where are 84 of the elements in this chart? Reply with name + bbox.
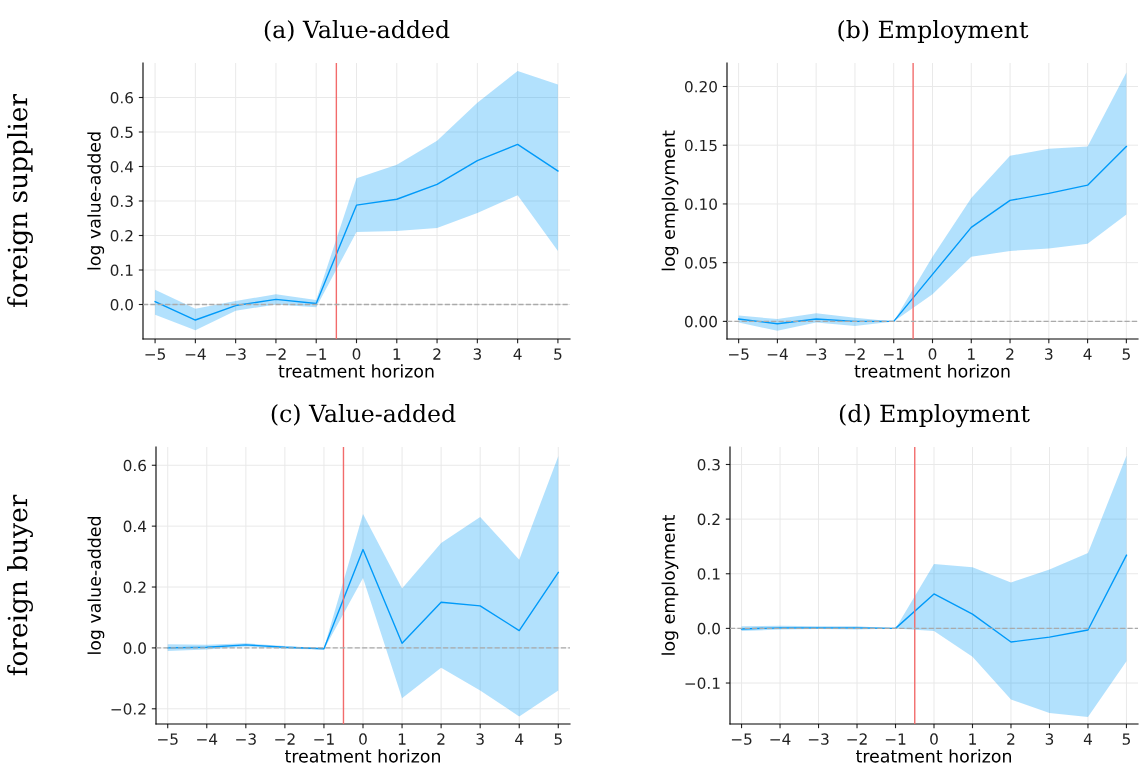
- y-axis-title: log employment: [661, 130, 679, 271]
- y-tick-label: 0.6: [110, 91, 134, 104]
- y-tick-label: 0.0: [110, 298, 133, 311]
- x-axis-title: treatment horizon: [856, 749, 1011, 763]
- y-tick-label: 0.05: [684, 257, 717, 269]
- x-tick-label: 0: [930, 733, 938, 745]
- y-tick-label: 0.4: [123, 520, 147, 533]
- chart-title: (a) Value-added: [264, 20, 450, 42]
- x-tick-label: 1: [393, 348, 401, 360]
- y-axis-title: log value-added: [87, 517, 105, 654]
- x-tick-label: −4: [767, 348, 788, 360]
- y-tick-label: 0.15: [684, 139, 717, 152]
- y-tick-label: 0.3: [110, 195, 133, 208]
- line-series: [154, 143, 559, 321]
- x-axis-title: treatment horizon: [854, 364, 1010, 378]
- x-tick-label: 4: [1083, 348, 1092, 360]
- y-tick-label: 0.10: [684, 198, 717, 210]
- y-tick-label: 0.1: [697, 568, 720, 580]
- x-tick-label: 4: [515, 733, 524, 745]
- x-tick-label: 4: [513, 348, 522, 360]
- y-tick-label: 0.1: [110, 264, 133, 277]
- y-tick-label: 0.0: [697, 622, 720, 635]
- y-tick-label: 0.2: [123, 581, 146, 594]
- line-series: [740, 554, 1128, 643]
- x-tick-label: 2: [1007, 733, 1015, 745]
- y-tick-label: 0.2: [110, 229, 133, 242]
- line-series: [167, 548, 559, 650]
- x-tick-label: −5: [158, 733, 178, 745]
- line-series: [737, 145, 1128, 325]
- x-tick-label: 5: [554, 733, 562, 745]
- text: foreign supplier: [7, 93, 33, 308]
- x-axis-title: treatment horizon: [285, 749, 440, 763]
- x-tick-label: −1: [885, 733, 906, 745]
- x-tick-label: 2: [1006, 348, 1014, 360]
- x-tick-label: 0: [928, 348, 937, 360]
- x-tick-label: 3: [1045, 733, 1054, 745]
- x-tick-label: 5: [1122, 348, 1130, 360]
- x-tick-label: −2: [266, 348, 286, 360]
- x-tick-label: −5: [145, 348, 166, 360]
- y-tick-label: 0.2: [697, 513, 720, 526]
- x-tick-label: 0: [359, 733, 367, 745]
- x-tick-label: 4: [1083, 733, 1092, 745]
- text: foreign buyer: [7, 494, 33, 676]
- x-tick-label: 1: [398, 733, 406, 745]
- y-tick-label: 0.20: [684, 80, 717, 93]
- chart-title: (c) Value-added: [271, 404, 456, 426]
- y-tick-label: 0.3: [697, 458, 720, 471]
- y-axis-title: log value-added: [87, 132, 105, 270]
- x-tick-label: 3: [476, 733, 484, 745]
- y-tick-label: 0.6: [123, 459, 147, 472]
- y-tick-label: −0.1: [685, 677, 720, 690]
- x-tick-label: −4: [185, 348, 206, 360]
- x-tick-label: 0: [352, 348, 361, 360]
- x-tick-label: −4: [770, 733, 791, 745]
- x-tick-label: 1: [968, 348, 975, 360]
- y-tick-label: 0.00: [684, 315, 717, 328]
- x-tick-label: −1: [314, 733, 334, 745]
- x-tick-label: −4: [197, 733, 218, 745]
- x-axis-title: treatment horizon: [278, 364, 434, 378]
- x-tick-label: −3: [808, 733, 829, 745]
- y-tick-label: 0.5: [110, 126, 133, 139]
- x-tick-label: −3: [236, 733, 256, 745]
- x-tick-label: −3: [806, 348, 827, 360]
- x-tick-label: 5: [554, 348, 562, 360]
- x-tick-label: −3: [226, 348, 246, 360]
- x-tick-label: −5: [728, 348, 749, 360]
- x-tick-label: 1: [969, 733, 976, 745]
- x-tick-label: 3: [473, 348, 481, 360]
- y-tick-label: −0.2: [111, 703, 146, 715]
- x-tick-label: −2: [845, 348, 865, 360]
- chart-title: (d) Employment: [839, 404, 1030, 428]
- x-tick-label: 5: [1122, 733, 1130, 745]
- y-tick-label: 0.4: [110, 160, 134, 173]
- x-tick-label: −2: [275, 733, 295, 745]
- x-tick-label: −1: [306, 348, 327, 360]
- chart-title: (b) Employment: [838, 20, 1029, 44]
- x-tick-label: −5: [731, 733, 752, 745]
- x-tick-label: 2: [433, 348, 441, 360]
- x-tick-label: 2: [437, 733, 445, 745]
- x-tick-label: −2: [847, 733, 867, 745]
- x-tick-label: 3: [1045, 348, 1053, 360]
- y-axis-title: log employment: [661, 515, 679, 655]
- x-tick-label: −1: [884, 348, 904, 360]
- y-tick-label: 0.0: [123, 642, 146, 654]
